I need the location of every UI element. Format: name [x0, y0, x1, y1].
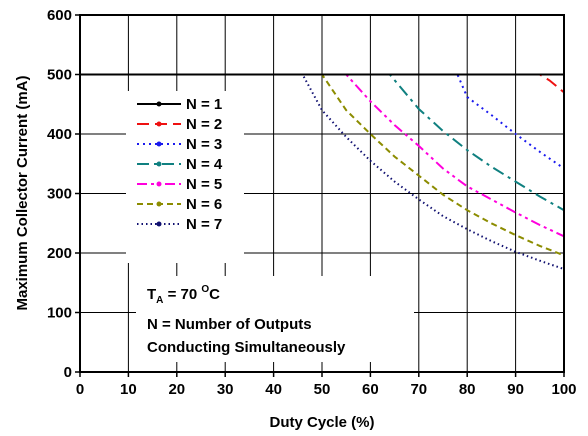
annotation-box — [136, 276, 414, 362]
x-tick-label: 90 — [507, 381, 524, 398]
legend-marker-n2 — [156, 121, 162, 127]
x-tick-labels: 0 10 20 30 40 50 60 70 80 90 100 — [76, 381, 577, 398]
legend-label-n7: N = 7 — [186, 216, 222, 233]
legend-label-n5: N = 5 — [186, 176, 222, 193]
plot-frame — [79, 14, 565, 373]
y-tick-label: 200 — [47, 245, 72, 262]
series-line-n4 — [80, 73, 565, 212]
series-line-n6 — [80, 73, 565, 257]
x-tick-label: 100 — [551, 381, 576, 398]
y-tick-label: 400 — [47, 126, 72, 143]
x-tick-label: 80 — [459, 381, 476, 398]
legend-label-n3: N = 3 — [186, 136, 222, 153]
legend-marker-n4 — [156, 161, 162, 167]
x-tick-label: 50 — [314, 381, 331, 398]
x-tick-label: 40 — [265, 381, 282, 398]
x-tick-label: 60 — [362, 381, 379, 398]
legend-label-n1: N = 1 — [186, 96, 222, 113]
y-axis-label: Maximum Collector Current (mA) — [14, 75, 31, 310]
y-tick-label: 500 — [47, 67, 72, 84]
y-tick-labels: 0 100 200 300 400 500 600 — [47, 7, 72, 381]
x-tick-label: 10 — [120, 381, 137, 398]
annotation-outputs-label: N = Number of Outputs — [147, 316, 312, 333]
x-axis-label: Duty Cycle (%) — [269, 414, 374, 431]
data-series — [80, 73, 565, 271]
legend-label-n2: N = 2 — [186, 116, 222, 133]
series-line-n5 — [80, 73, 565, 238]
y-tick-label: 600 — [47, 7, 72, 24]
y-tick-label: 100 — [47, 305, 72, 322]
y-tick-label: 0 — [64, 364, 72, 381]
x-tick-label: 20 — [168, 381, 185, 398]
ambient-temperature-label: TA = 70 OC — [147, 284, 220, 306]
series-line-n3 — [80, 73, 565, 170]
legend-marker-n6 — [156, 201, 162, 207]
x-tick-label: 0 — [76, 381, 84, 398]
legend-marker-n1 — [156, 101, 162, 107]
annotation-simultaneous-label: Conducting Simultaneously — [147, 339, 346, 356]
x-tick-label: 70 — [410, 381, 427, 398]
legend-marker-n5 — [156, 181, 162, 187]
legend-label-n6: N = 6 — [186, 196, 222, 213]
x-tick-label: 30 — [217, 381, 234, 398]
legend: N = 1 N = 2 N = 3 N = 4 N = 5 N = 6 N = 7 — [137, 96, 223, 233]
legend-box — [126, 91, 244, 263]
legend-label-n4: N = 4 — [186, 156, 223, 173]
legend-marker-n3 — [156, 141, 162, 147]
y-tick-label: 300 — [47, 186, 72, 203]
legend-marker-n7 — [156, 221, 162, 227]
